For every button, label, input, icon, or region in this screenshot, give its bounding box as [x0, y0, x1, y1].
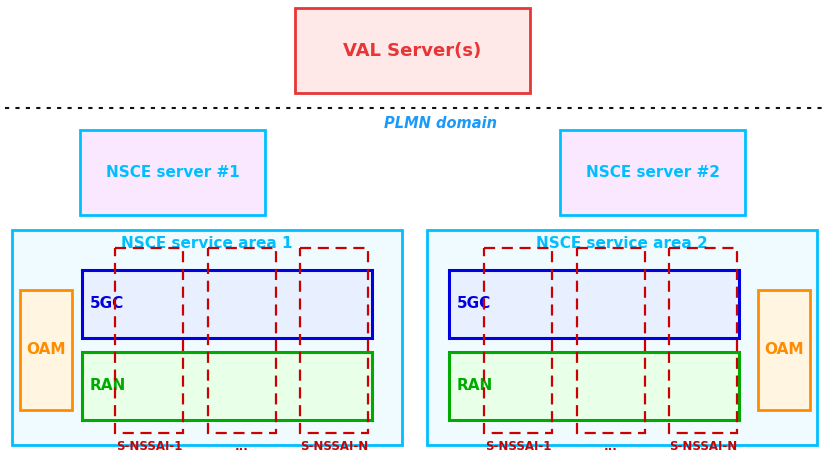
Bar	[427, 230, 817, 445]
Text: NSCE service area 1: NSCE service area 1	[121, 237, 293, 251]
Bar	[208, 248, 276, 433]
Bar	[80, 130, 265, 215]
Text: S-NSSAI-1: S-NSSAI-1	[485, 440, 551, 454]
Bar	[577, 248, 645, 433]
Text: VAL Server(s): VAL Server(s)	[344, 41, 481, 59]
Text: NSCE service area 2: NSCE service area 2	[536, 237, 708, 251]
Bar	[20, 290, 72, 410]
Text: OAM: OAM	[27, 342, 66, 358]
Text: RAN: RAN	[457, 379, 493, 393]
Bar	[758, 290, 810, 410]
Text: 5GC: 5GC	[457, 296, 491, 312]
Bar	[295, 8, 530, 93]
Text: PLMN domain: PLMN domain	[383, 116, 496, 132]
Bar	[12, 230, 402, 445]
Text: NSCE server #1: NSCE server #1	[105, 165, 239, 180]
Bar	[560, 130, 745, 215]
Text: 5GC: 5GC	[90, 296, 124, 312]
Text: ...: ...	[235, 440, 249, 454]
Text: S-NSSAI-N: S-NSSAI-N	[669, 440, 737, 454]
Text: RAN: RAN	[90, 379, 126, 393]
Bar	[115, 248, 183, 433]
Bar	[82, 352, 372, 420]
Text: OAM: OAM	[764, 342, 803, 358]
Text: NSCE server #2: NSCE server #2	[585, 165, 720, 180]
Text: S-NSSAI-N: S-NSSAI-N	[300, 440, 369, 454]
Text: S-NSSAI-1: S-NSSAI-1	[116, 440, 183, 454]
Bar	[82, 270, 372, 338]
Bar	[669, 248, 737, 433]
Bar	[484, 248, 552, 433]
Bar	[449, 352, 739, 420]
Bar	[449, 270, 739, 338]
Bar	[300, 248, 368, 433]
Text: ...: ...	[604, 440, 618, 454]
